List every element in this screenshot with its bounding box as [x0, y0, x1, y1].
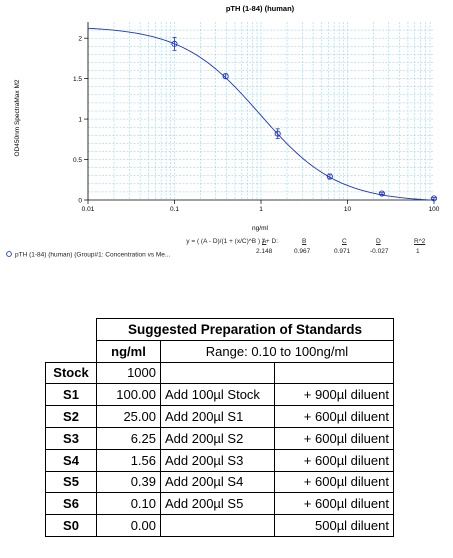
y-tick-label: 0	[78, 197, 82, 204]
tick-labels: 0.01 0.1 1 10 100 0 0.5 1 1.5 2	[73, 35, 440, 213]
standard-concentration: 0.00	[96, 514, 161, 537]
standard-row: S0 0.00 500µl diluent	[45, 514, 394, 537]
axes	[84, 22, 435, 204]
standard-diluent: + 600µl diluent	[274, 492, 394, 516]
standard-concentration: 0.10	[96, 492, 161, 516]
x-tick-label: 1	[259, 206, 263, 213]
standard-row: S2 25.00 Add 200µl S1 + 600µl diluent	[45, 405, 394, 428]
standard-diluent	[274, 361, 394, 385]
standard-action	[160, 361, 275, 385]
y-axis-label: OD450nm SpectraMax M2	[14, 79, 21, 156]
fit-header-c: C	[342, 238, 347, 245]
x-axis-label: ng/ml	[252, 225, 268, 232]
data-points	[171, 36, 438, 202]
range-header: Range: 0.10 to 100ng/ml	[160, 339, 394, 363]
standard-curve-chart: pTH (1-84) (human) OD450nm SpectraMax M2…	[6, 4, 440, 259]
data-point	[326, 173, 333, 180]
fit-header-b: B	[302, 238, 307, 245]
standard-concentration: 25.00	[96, 405, 161, 428]
standard-label: S3	[45, 426, 97, 450]
fit-value-d: -0.027	[370, 248, 389, 255]
standards-table: Suggested Preparation of Standards ng/ml…	[45, 318, 394, 537]
legend-marker	[6, 251, 12, 257]
standard-diluent: + 600µl diluent	[274, 448, 394, 472]
standard-row: S4 1.56 Add 200µl S3 + 600µl diluent	[45, 448, 394, 472]
standard-diluent: + 900µl diluent	[274, 383, 394, 407]
grid-lines	[87, 22, 434, 200]
standard-label: S0	[45, 514, 97, 537]
unit-header: ng/ml	[96, 339, 161, 363]
table-corner-2	[46, 340, 97, 362]
standard-concentration: 1000	[96, 361, 161, 385]
data-point	[171, 40, 178, 47]
fit-header-a: A	[262, 238, 267, 245]
standard-action: Add 200µl S5	[160, 492, 275, 516]
fit-parameters: y = ( (A - D)/(1 + (x/C)^B ) ) + D: A B …	[30, 238, 450, 260]
x-tick-label: 0.01	[82, 206, 95, 213]
standard-action: Add 100µl Stock	[160, 383, 275, 407]
standards-title: Suggested Preparation of Standards	[96, 318, 394, 341]
fit-header-d: D	[376, 238, 381, 245]
x-tick-label: 0.1	[170, 206, 179, 213]
standard-row: S3 6.25 Add 200µl S2 + 600µl diluent	[45, 426, 394, 450]
standard-label: S5	[45, 470, 97, 494]
standard-diluent: + 600µl diluent	[274, 405, 394, 428]
standard-concentration: 1.56	[96, 448, 161, 472]
standard-row: S1 100.00 Add 100µl Stock + 900µl diluent	[45, 383, 394, 407]
y-tick-label: 1.5	[73, 76, 82, 83]
data-point	[274, 130, 281, 137]
standard-label: S2	[45, 405, 97, 428]
x-tick-label: 10	[344, 206, 352, 213]
chart-title: pTH (1-84) (human)	[226, 4, 295, 13]
standard-diluent: 500µl diluent	[274, 514, 394, 537]
table-corner	[46, 319, 97, 341]
standard-action: Add 200µl S1	[160, 405, 275, 428]
standard-label: S4	[45, 448, 97, 472]
standard-concentration: 6.25	[96, 426, 161, 450]
standard-label: Stock	[45, 361, 97, 385]
standard-action: Add 200µl S3	[160, 448, 275, 472]
fit-value-b: 0.967	[294, 248, 311, 255]
fit-equation: y = ( (A - D)/(1 + (x/C)^B ) ) + D:	[186, 238, 278, 245]
standard-row: S5 0.39 Add 200µl S4 + 600µl diluent	[45, 470, 394, 494]
legend-series-name: pTH (1-84) (human) (Group#1: Concentrati…	[15, 252, 171, 259]
standard-action: Add 200µl S4	[160, 470, 275, 494]
standard-diluent: + 600µl diluent	[274, 470, 394, 494]
standard-concentration: 100.00	[96, 383, 161, 407]
data-point	[222, 73, 229, 80]
standard-action	[160, 514, 275, 537]
y-tick-label: 1	[78, 116, 82, 123]
fit-value-a: 2.148	[256, 248, 273, 255]
fit-value-r2: 1	[416, 248, 420, 255]
data-point	[378, 190, 385, 197]
standard-label: S1	[45, 383, 97, 407]
standard-action: Add 200µl S2	[160, 426, 275, 450]
standards-rows: Stock 1000 S1 100.00 Add 100µl Stock + 900µl …	[45, 361, 394, 537]
standard-row: Stock 1000	[45, 361, 394, 385]
standard-concentration: 0.39	[96, 470, 161, 494]
y-tick-label: 2	[78, 35, 82, 42]
fit-value-c: 0.971	[334, 248, 351, 255]
standard-row: S6 0.10 Add 200µl S5 + 600µl diluent	[45, 492, 394, 516]
legend: pTH (1-84) (human) (Group#1: Concentrati…	[6, 251, 171, 259]
fit-header-r2: R^2	[414, 238, 426, 245]
standard-diluent: + 600µl diluent	[274, 426, 394, 450]
data-point	[430, 195, 438, 202]
standard-label: S6	[45, 492, 97, 516]
y-tick-label: 0.5	[73, 157, 82, 164]
x-tick-label: 100	[429, 206, 440, 213]
fit-curve	[87, 27, 435, 201]
